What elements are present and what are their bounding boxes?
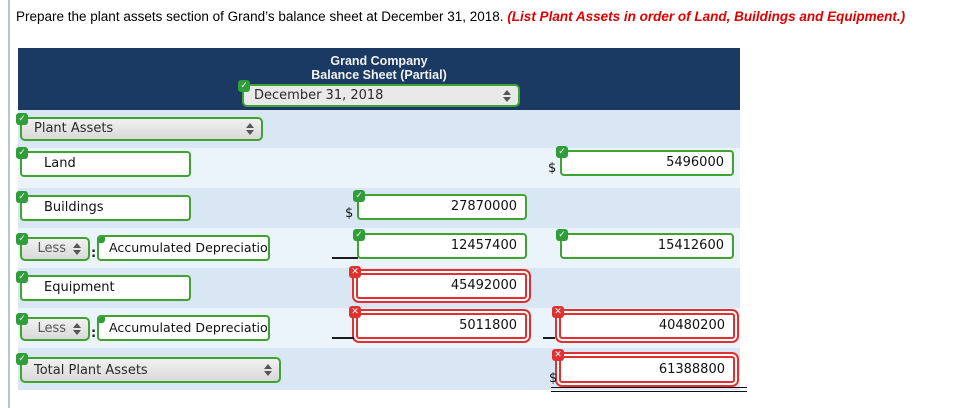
instruction-note: (List Plant Assets in order of Land, Bui… bbox=[507, 9, 906, 24]
land-amount-input[interactable]: ✓ 5496000 bbox=[556, 146, 734, 176]
buildings-label-value: Buildings bbox=[44, 200, 104, 215]
equipment-amount-value: 45492000 bbox=[450, 278, 517, 293]
total-amount-input[interactable]: ✕ 61388800 bbox=[552, 349, 735, 383]
equipment-net-amount-input[interactable]: ✕ 40480200 bbox=[552, 306, 735, 339]
accum-dep-buildings-input[interactable]: ✓ Accumulated Depreciation· bbox=[97, 235, 270, 261]
buildings-amount-value: 27870000 bbox=[450, 199, 517, 214]
date-select[interactable]: ✓ December 31, 2018 bbox=[238, 80, 520, 107]
accum-dep-buildings-value: Accumulated Depreciation· bbox=[109, 240, 270, 255]
accum-dep-buildings-amount-input[interactable]: ✓ 12457400 bbox=[353, 229, 527, 259]
land-currency-symbol: $ bbox=[548, 161, 557, 176]
select-spinner-icon bbox=[264, 364, 272, 376]
less-separator: : bbox=[91, 246, 97, 261]
correct-check-icon: ✓ bbox=[16, 313, 28, 325]
less-select-equipment[interactable]: ✓ Less bbox=[16, 313, 90, 341]
equipment-label-input[interactable]: ✓ Equipment bbox=[16, 271, 191, 301]
correct-check-icon: ✓ bbox=[99, 237, 105, 243]
correct-check-icon: ✓ bbox=[16, 113, 28, 125]
correct-check-icon: ✓ bbox=[16, 147, 28, 159]
subtotal-rule bbox=[332, 257, 358, 259]
equipment-label-value: Equipment bbox=[44, 280, 115, 295]
correct-check-icon: ✓ bbox=[238, 80, 250, 92]
correct-check-icon: ✓ bbox=[556, 146, 568, 158]
incorrect-x-icon: ✕ bbox=[552, 306, 564, 318]
buildings-net-amount-value: 15412600 bbox=[657, 238, 724, 253]
correct-check-icon: ✓ bbox=[16, 353, 28, 365]
total-currency-symbol: $ bbox=[549, 371, 558, 386]
correct-check-icon: ✓ bbox=[16, 233, 28, 245]
statement-title: Balance Sheet (Partial) bbox=[311, 68, 447, 82]
land-amount-value: 5496000 bbox=[666, 155, 724, 170]
statement-header: Grand Company Balance Sheet (Partial) ✓ … bbox=[18, 48, 740, 110]
accum-dep-equipment-amount-input[interactable]: ✕ 5011800 bbox=[349, 306, 527, 339]
land-label-value: Land bbox=[44, 156, 76, 171]
company-name: Grand Company bbox=[330, 54, 428, 68]
instruction-main: Prepare the plant assets section of Gran… bbox=[16, 9, 508, 24]
incorrect-x-icon: ✕ bbox=[552, 349, 564, 361]
correct-check-icon: ✓ bbox=[353, 190, 365, 202]
equipment-amount-input[interactable]: ✕ 45492000 bbox=[349, 266, 527, 299]
accum-dep-equipment-input[interactable]: ✓ Accumulated Depreciation· bbox=[97, 315, 270, 341]
subtotal-rule bbox=[332, 337, 354, 339]
accum-dep-equipment-value: Accumulated Depreciation· bbox=[109, 320, 270, 335]
correct-check-icon: ✓ bbox=[556, 229, 568, 241]
buildings-net-amount-input[interactable]: ✓ 15412600 bbox=[556, 229, 734, 259]
section-select-value: Plant Assets bbox=[34, 121, 114, 136]
total-amount-value: 61388800 bbox=[658, 362, 725, 377]
accum-dep-equipment-amount-value: 5011800 bbox=[459, 318, 517, 333]
correct-check-icon: ✓ bbox=[99, 317, 105, 323]
land-label-input[interactable]: ✓ Land bbox=[16, 147, 191, 177]
date-select-value: December 31, 2018 bbox=[254, 88, 384, 103]
incorrect-x-icon: ✕ bbox=[349, 306, 361, 318]
select-spinner-icon bbox=[73, 323, 81, 335]
incorrect-x-icon: ✕ bbox=[349, 266, 361, 278]
total-select-value: Total Plant Assets bbox=[34, 363, 148, 378]
buildings-amount-input[interactable]: ✓ 27870000 bbox=[353, 190, 527, 220]
buildings-currency-symbol: $ bbox=[345, 206, 354, 221]
less-select-buildings[interactable]: ✓ Less bbox=[16, 233, 90, 261]
less-select-value: Less bbox=[37, 321, 66, 336]
accum-dep-buildings-amount-value: 12457400 bbox=[450, 238, 517, 253]
correct-check-icon: ✓ bbox=[16, 191, 28, 203]
correct-check-icon: ✓ bbox=[16, 271, 28, 283]
section-select[interactable]: ✓ Plant Assets bbox=[16, 113, 263, 141]
select-spinner-icon bbox=[73, 243, 81, 255]
instruction-text: Prepare the plant assets section of Gran… bbox=[16, 9, 952, 24]
less-select-value: Less bbox=[37, 241, 66, 256]
select-spinner-icon bbox=[246, 123, 254, 135]
correct-check-icon: ✓ bbox=[353, 229, 365, 241]
total-double-rule bbox=[551, 387, 747, 392]
total-select[interactable]: ✓ Total Plant Assets bbox=[16, 353, 281, 383]
subtotal-rule bbox=[543, 337, 555, 339]
less-separator: : bbox=[91, 326, 97, 341]
equipment-net-amount-value: 40480200 bbox=[658, 318, 725, 333]
buildings-label-input[interactable]: ✓ Buildings bbox=[16, 191, 191, 221]
panel-left-border bbox=[8, 0, 10, 408]
select-spinner-icon bbox=[503, 89, 511, 102]
